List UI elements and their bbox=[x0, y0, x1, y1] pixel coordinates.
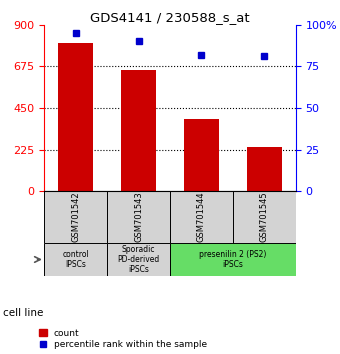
Text: control
IPSCs: control IPSCs bbox=[62, 250, 89, 269]
Text: presenilin 2 (PS2)
iPSCs: presenilin 2 (PS2) iPSCs bbox=[199, 250, 267, 269]
Title: GDS4141 / 230588_s_at: GDS4141 / 230588_s_at bbox=[90, 11, 250, 24]
Bar bbox=[44, 243, 107, 276]
Bar bbox=[170, 243, 296, 276]
Bar bbox=[233, 191, 296, 243]
Legend: count, percentile rank within the sample: count, percentile rank within the sample bbox=[38, 329, 207, 349]
Bar bbox=[107, 243, 170, 276]
Bar bbox=[170, 191, 233, 243]
Text: Sporadic
PD-derived
iPSCs: Sporadic PD-derived iPSCs bbox=[117, 245, 160, 274]
Text: GSM701542: GSM701542 bbox=[71, 192, 80, 242]
Text: GSM701544: GSM701544 bbox=[197, 192, 206, 242]
Text: GSM701545: GSM701545 bbox=[260, 192, 269, 242]
Bar bbox=[121, 69, 156, 191]
Text: cell line: cell line bbox=[3, 308, 44, 318]
Bar bbox=[247, 147, 282, 191]
Text: GSM701543: GSM701543 bbox=[134, 192, 143, 242]
Bar bbox=[44, 191, 107, 243]
Bar bbox=[58, 43, 93, 191]
Bar bbox=[184, 119, 219, 191]
Bar bbox=[107, 191, 170, 243]
